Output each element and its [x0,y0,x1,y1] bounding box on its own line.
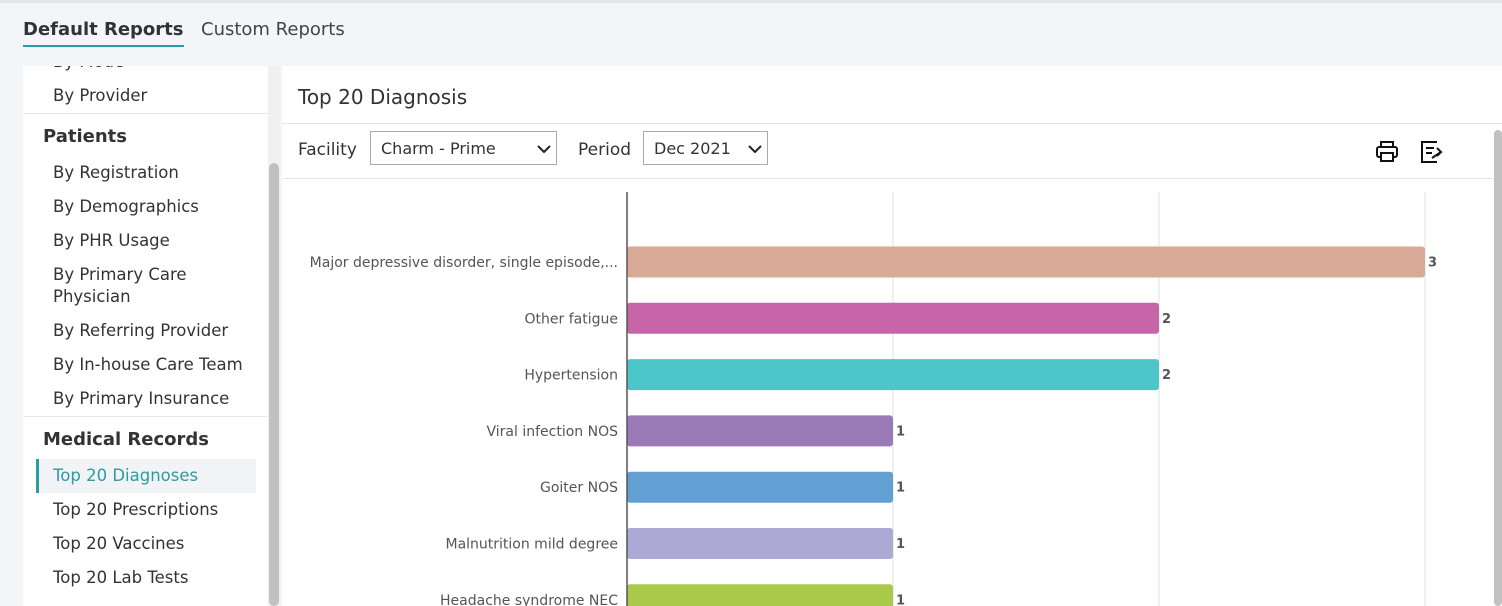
panel-scrollbar[interactable] [1494,130,1502,606]
nav-item[interactable]: By Registration [53,163,179,182]
bar [627,471,893,503]
category-label: Hypertension [524,368,618,384]
category-label: Viral infection NOS [487,424,619,440]
nav-item[interactable]: By Referring Provider [53,321,229,340]
chevron [537,145,551,154]
nav-item[interactable]: Top 20 Vaccines [53,534,185,553]
category-label: Major depressive disorder, single episod… [310,255,618,271]
chevron [748,145,762,154]
nav-section: Medical Records Top 20 Diagnoses Top 20 Pr… [23,416,268,595]
bar [627,302,1159,334]
period-select[interactable]: Dec 2021 [643,131,768,165]
bar [627,246,1425,278]
nav-item[interactable]: By Mode [23,66,268,79]
nav-item[interactable]: By Primary Insurance [53,389,230,408]
nav-item[interactable]: Top 20 Diagnoses [36,459,256,493]
nav-item[interactable]: By Demographics [53,197,199,216]
category-label: Malnutrition mild degree [445,537,618,553]
nav-item[interactable]: Top 20 Prescriptions [53,500,219,519]
tab[interactable]: Default Reports [23,17,184,47]
export-icon[interactable] [1421,141,1443,163]
divider [282,123,1502,124]
value-label: 1 [896,593,905,606]
nav-heading: Medical Records [43,429,210,450]
value-label: 1 [896,481,905,496]
nav-item[interactable]: By Provider [53,86,148,105]
value-label: 1 [896,537,905,552]
category-label: Headache syndrome NEC [440,593,618,606]
nav-item[interactable]: By Primary Care Physician [53,265,187,306]
top-border [0,0,1502,3]
nav-item[interactable]: By In-house Care Team [53,355,243,374]
value-label: 3 [1428,256,1437,271]
bar [627,359,1159,391]
chart: Major depressive disorder, single episod… [310,192,1437,606]
print-icon[interactable] [1376,141,1398,162]
panel-title: Top 20 Diagnosis [298,85,468,109]
filter-label: Facility [298,140,357,160]
value-label: 2 [1162,312,1171,327]
nav-item[interactable]: By PHR Usage [53,231,170,250]
nav-heading: Patients [43,126,127,147]
nav-item[interactable]: Top 20 Lab Tests [53,568,189,587]
nav-section: Patients By Registration By Demographics By… [23,113,268,416]
value-label: 2 [1162,368,1171,383]
filter-label: Period [578,140,632,160]
tab[interactable]: Custom Reports [201,19,345,40]
value-label: 1 [896,424,905,439]
category-label: Goiter NOS [540,480,618,496]
bar [627,584,893,606]
divider [282,178,1502,179]
select-value: Dec 2021 [654,139,731,158]
sidebar-list: By Mode By Provider Patients By Registratio… [23,66,268,595]
controls-icons [537,141,1443,163]
facility-select[interactable]: Charm - Prime [370,131,557,165]
bar [627,415,893,447]
bar [627,528,893,559]
select-value: Charm - Prime [381,139,496,158]
scrollbar-thumb[interactable] [269,163,279,606]
category-label: Other fatigue [525,311,618,327]
sidebar: By Mode By Provider Patients By Registratio… [23,66,268,606]
